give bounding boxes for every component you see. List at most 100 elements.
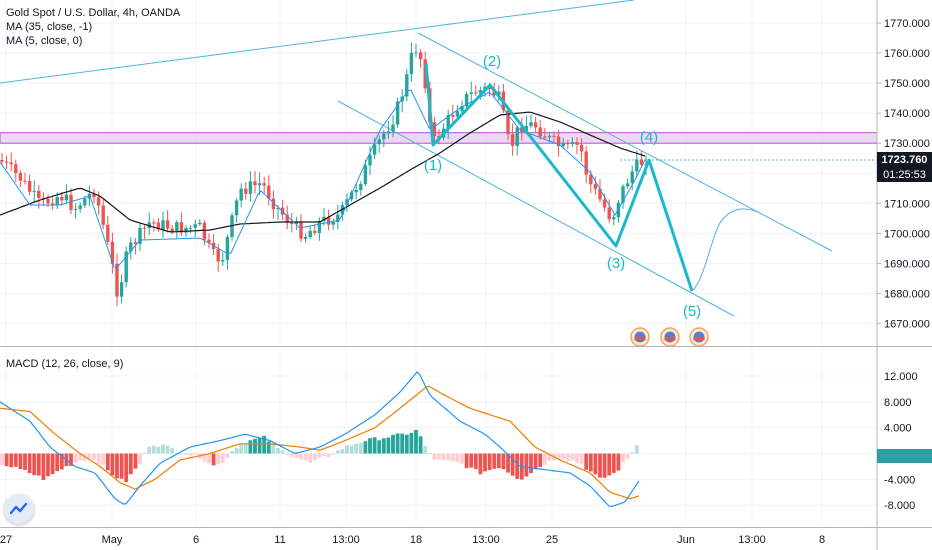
candle-up	[331, 222, 335, 225]
candle-down	[170, 228, 174, 232]
macd-hist-bar-up	[372, 437, 377, 454]
candle-up	[455, 111, 460, 117]
tradingview-logo-icon	[10, 502, 28, 515]
candle-down	[142, 227, 147, 229]
price-tick-label: 1690.000	[884, 258, 930, 270]
macd-hist-bar-down	[510, 453, 515, 476]
candle-down	[133, 242, 138, 244]
macd-hist-bar-down	[607, 453, 612, 476]
macd-hist-bar-up	[400, 433, 405, 454]
ma5-legend[interactable]: MA (5, close, 0)	[6, 35, 83, 47]
candle-up	[464, 94, 469, 107]
candle-down	[487, 86, 492, 90]
ma35-line	[0, 111, 646, 233]
candle-up	[612, 217, 616, 220]
candle-up	[621, 186, 625, 203]
macd-hist-bar-down	[193, 453, 198, 455]
candle-up	[405, 74, 409, 97]
candle-down	[46, 198, 50, 204]
candle-up	[469, 92, 473, 95]
macd-hist-bar-down	[529, 453, 533, 474]
candle-down	[202, 222, 207, 240]
macd-hist-bar-up	[634, 445, 639, 454]
macd-hist-bar-down	[565, 453, 570, 461]
wave-label: (4)	[640, 129, 658, 146]
candle-down	[267, 185, 271, 199]
macd-hist-bar-up	[161, 444, 165, 454]
candle-up	[308, 230, 312, 237]
tradingview-logo-button[interactable]	[4, 494, 34, 524]
candle-up	[354, 190, 358, 193]
candle-up	[138, 227, 142, 244]
candle-down	[326, 216, 331, 225]
candle-down	[156, 222, 161, 230]
macd-hist-bar-up	[335, 450, 340, 454]
candle-down	[4, 161, 9, 163]
macd-hist-bar-up	[248, 440, 253, 454]
symbol-title[interactable]: Gold Spot / U.S. Dollar, 4h, OANDA	[6, 7, 181, 19]
price-tick-label: 1760.000	[884, 48, 930, 60]
macd-hist-bar-down	[82, 453, 87, 462]
candle-up	[570, 142, 575, 145]
x-tick-label: 27	[0, 534, 12, 546]
wave-label: (1)	[424, 157, 442, 174]
candle-down	[607, 207, 611, 220]
macd-hist-bar-down	[492, 453, 497, 469]
macd-hist-bar-up	[630, 452, 635, 454]
macd-hist-bar-down	[602, 453, 607, 478]
macd-hist-bar-down	[124, 453, 129, 483]
x-tick-label: 13:00	[738, 534, 766, 546]
macd-hist-bar-down	[285, 453, 290, 456]
macd-hist-bar-up	[377, 440, 382, 454]
event-flag-icon	[693, 337, 705, 341]
macd-hist-bar-down	[317, 453, 322, 458]
candle-down	[418, 52, 423, 60]
macd-legend: MACD (12, 26, close, 9)	[6, 357, 123, 371]
macd-hist-bar-down	[73, 453, 78, 463]
macd-hist-bar-up	[409, 432, 414, 454]
x-tick-label: 18	[410, 534, 422, 546]
ma35-legend[interactable]: MA (35, close, -1)	[6, 21, 93, 33]
macd-hist-bar-up	[423, 446, 428, 454]
macd-hist-bar-down	[326, 453, 331, 458]
macd-hist-bar-down	[469, 453, 474, 468]
macd-legend-label[interactable]: MACD (12, 26, close, 9)	[6, 358, 124, 370]
ma5-line	[0, 89, 646, 269]
macd-hist-bar-down	[308, 453, 313, 463]
candle-down	[432, 122, 437, 137]
macd-hist-bar-up	[368, 438, 372, 454]
macd-pane[interactable]	[0, 371, 640, 508]
macd-hist-bar-up	[418, 436, 423, 454]
macd-hist-bar-up	[234, 447, 239, 454]
macd-hist-bar-down	[473, 453, 478, 469]
price-tick-label: 1680.000	[884, 288, 930, 300]
macd-hist-bar-down	[312, 453, 317, 461]
candle-up	[257, 183, 262, 186]
macd-hist-bar-down	[579, 453, 584, 465]
candle-down	[474, 92, 478, 94]
trend-line	[337, 100, 735, 317]
macd-hist-bar-down	[621, 453, 625, 463]
macd-hist-bar-up	[165, 445, 170, 454]
macd-hist-bar-down	[616, 453, 621, 471]
price-tick-label: 1750.000	[884, 78, 930, 90]
macd-hist-bar-down	[446, 453, 451, 461]
macd-hist-bar-down	[105, 453, 110, 471]
price-tick-label: 1730.000	[884, 138, 930, 150]
candle-up	[336, 214, 340, 223]
candle-up	[630, 171, 634, 184]
macd-hist-bar-down	[598, 453, 602, 478]
macd-hist-bar-down	[542, 453, 547, 465]
candle-down	[290, 222, 294, 224]
candle-down	[216, 248, 220, 262]
macd-tick-label: 4.000	[884, 423, 912, 435]
candle-down	[533, 122, 538, 128]
candle-down	[556, 136, 561, 147]
x-tick-label: 25	[546, 534, 558, 546]
wave-label: (5)	[683, 303, 701, 320]
macd-hist-bar-down	[455, 453, 460, 463]
candle-down	[0, 160, 4, 162]
price-pane[interactable]: (1) (2) (3) (4) (5)	[0, 0, 877, 346]
